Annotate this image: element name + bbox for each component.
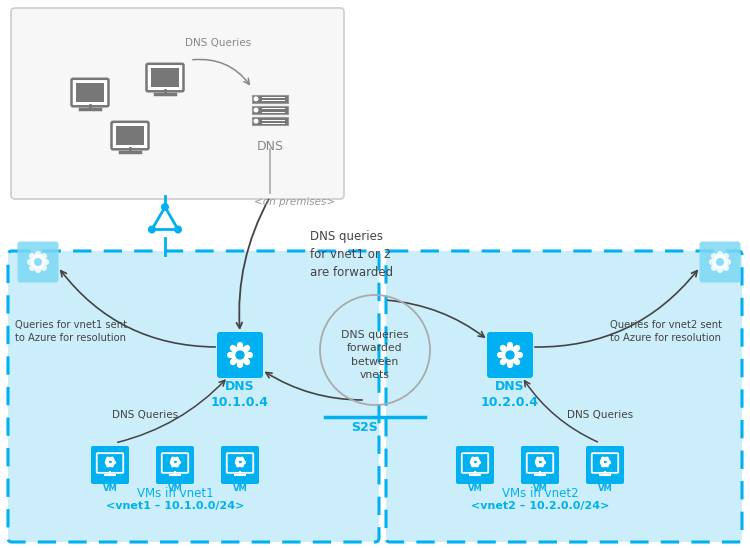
Circle shape (236, 351, 244, 359)
FancyBboxPatch shape (17, 242, 58, 283)
Circle shape (254, 108, 258, 112)
Text: Queries for vnet2 sent
to Azure for resolution: Queries for vnet2 sent to Azure for reso… (610, 320, 722, 343)
Circle shape (538, 460, 542, 464)
Circle shape (108, 460, 112, 464)
Circle shape (717, 259, 723, 265)
Circle shape (470, 458, 479, 466)
FancyBboxPatch shape (586, 446, 624, 484)
FancyBboxPatch shape (252, 94, 288, 103)
Text: <vnet1 – 10.1.0.0/24>: <vnet1 – 10.1.0.0/24> (106, 501, 244, 511)
Text: VMs in vnet2: VMs in vnet2 (502, 487, 578, 500)
FancyBboxPatch shape (8, 251, 379, 542)
Circle shape (175, 226, 181, 233)
Text: S2S: S2S (352, 421, 378, 434)
Circle shape (173, 460, 177, 464)
Text: DNS: DNS (256, 140, 284, 153)
Text: VMs in vnet1: VMs in vnet1 (136, 487, 213, 500)
FancyBboxPatch shape (76, 83, 104, 102)
FancyBboxPatch shape (252, 106, 288, 115)
FancyBboxPatch shape (11, 8, 344, 199)
Text: DNS queries
forwarded
between
vnets: DNS queries forwarded between vnets (341, 330, 409, 380)
Text: Queries for vnet1 sent
to Azure for resolution: Queries for vnet1 sent to Azure for reso… (15, 320, 127, 343)
Circle shape (503, 347, 518, 363)
Circle shape (473, 460, 477, 464)
Circle shape (536, 458, 544, 466)
FancyBboxPatch shape (386, 251, 742, 542)
FancyBboxPatch shape (112, 122, 148, 149)
Circle shape (714, 256, 726, 269)
FancyBboxPatch shape (700, 242, 740, 283)
Text: DNS Queries: DNS Queries (567, 410, 633, 420)
Circle shape (603, 460, 607, 464)
FancyBboxPatch shape (91, 446, 129, 484)
FancyBboxPatch shape (521, 446, 559, 484)
Text: <vnet2 – 10.2.0.0/24>: <vnet2 – 10.2.0.0/24> (471, 501, 609, 511)
FancyBboxPatch shape (151, 68, 179, 87)
FancyBboxPatch shape (146, 64, 184, 92)
FancyBboxPatch shape (156, 446, 194, 484)
Circle shape (232, 347, 248, 363)
FancyBboxPatch shape (217, 332, 263, 378)
Circle shape (148, 226, 155, 233)
Text: DNS
10.2.0.4: DNS 10.2.0.4 (481, 380, 539, 409)
Circle shape (32, 256, 44, 269)
Text: DNS Queries: DNS Queries (185, 38, 251, 48)
Circle shape (254, 97, 258, 101)
Text: VM: VM (598, 484, 612, 493)
Text: <on premises>: <on premises> (254, 197, 335, 207)
Circle shape (34, 259, 41, 265)
FancyBboxPatch shape (456, 446, 494, 484)
FancyBboxPatch shape (116, 126, 144, 145)
Circle shape (170, 458, 179, 466)
Text: DNS
10.1.0.4: DNS 10.1.0.4 (211, 380, 269, 409)
Text: DNS queries
for vnet1 or 2
are forwarded: DNS queries for vnet1 or 2 are forwarded (310, 230, 393, 279)
FancyBboxPatch shape (71, 79, 109, 106)
Circle shape (162, 204, 168, 210)
Text: VM: VM (232, 484, 248, 493)
FancyBboxPatch shape (221, 446, 259, 484)
FancyBboxPatch shape (252, 117, 288, 125)
Circle shape (506, 351, 514, 359)
Text: VM: VM (168, 484, 182, 493)
Text: VM: VM (103, 484, 117, 493)
Text: VM: VM (532, 484, 548, 493)
Circle shape (236, 458, 244, 466)
Text: VM: VM (468, 484, 482, 493)
FancyBboxPatch shape (487, 332, 533, 378)
Circle shape (601, 458, 610, 466)
Text: DNS Queries: DNS Queries (112, 410, 178, 420)
Circle shape (106, 458, 115, 466)
Circle shape (254, 119, 258, 123)
Circle shape (238, 460, 242, 464)
